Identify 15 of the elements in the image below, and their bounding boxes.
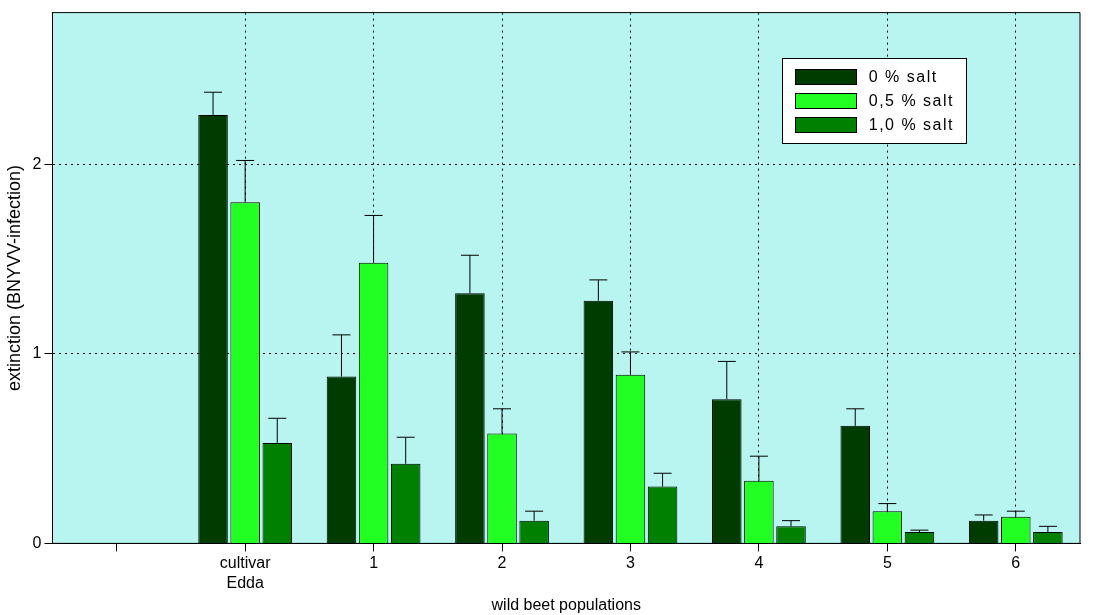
- legend-label: 0 % salt: [868, 68, 938, 86]
- x-tick-label: 5: [882, 554, 892, 572]
- x-tick-label: 1: [369, 554, 379, 572]
- y-tick-label: 1: [32, 344, 42, 362]
- x-tick-label: cultivar Edda: [219, 554, 272, 591]
- x-axis-title: wild beet populations: [490, 595, 641, 613]
- legend-label: 1,0 % salt: [868, 116, 954, 134]
- x-tick-label: 4: [754, 554, 764, 572]
- x-tick-label: 6: [1011, 554, 1021, 572]
- y-tick-label: 0: [32, 533, 42, 551]
- legend-label: 0,5 % salt: [868, 92, 954, 110]
- y-axis-title: extinction (BNYVV-infection): [3, 164, 24, 392]
- x-tick-label: 3: [626, 554, 636, 572]
- x-tick-label: 2: [497, 554, 507, 572]
- y-tick-label: 2: [32, 154, 42, 172]
